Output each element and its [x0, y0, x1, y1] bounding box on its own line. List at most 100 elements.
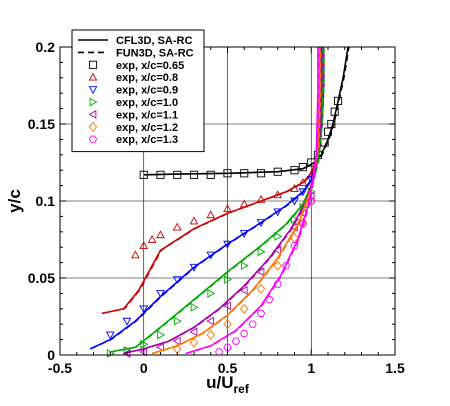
legend-entry: exp, x/c=1.2	[88, 121, 178, 134]
y-tick-label: 0.1	[36, 193, 56, 209]
legend-label: exp, x/c=1.2	[116, 122, 178, 134]
exp-point	[256, 283, 266, 294]
legend-label: exp, x/c=1.1	[116, 109, 178, 121]
exp-point	[155, 342, 164, 352]
exp-point	[273, 208, 283, 217]
exp-point	[256, 169, 266, 178]
exp-point	[334, 96, 343, 105]
legend-label: CFL3D, SA-RC	[116, 35, 192, 47]
exp-point	[290, 242, 299, 250]
exp-point	[239, 285, 248, 295]
legend-label: exp, x/c=0.8	[116, 72, 178, 84]
exp-point	[290, 184, 299, 193]
exp-point	[206, 170, 215, 179]
legend-marker-symbol	[88, 121, 98, 132]
exp-point	[206, 316, 215, 326]
exp-point	[140, 339, 149, 349]
legend-marker-symbol	[88, 72, 98, 81]
exp-point	[239, 199, 249, 208]
legend-label: exp, x/c=0.65	[116, 60, 184, 72]
legend-entry: exp, x/c=0.8	[88, 72, 178, 84]
series-triangle-left	[122, 47, 323, 358]
exp-point	[256, 267, 265, 277]
exp-point	[215, 348, 224, 356]
exp-point	[139, 305, 149, 314]
legend-label: exp, x/c=1.3	[116, 134, 178, 146]
series-layer	[89, 46, 350, 358]
x-tick-label: 1	[307, 360, 315, 376]
legend-marker-symbol	[88, 135, 98, 143]
exp-point	[298, 220, 307, 228]
exp-point	[330, 107, 339, 116]
cfl3d-curve	[185, 47, 319, 355]
exp-point	[189, 263, 199, 272]
exp-point	[256, 309, 266, 317]
exp-point	[156, 290, 165, 298]
exp-point	[156, 230, 165, 239]
exp-point	[223, 240, 232, 249]
exp-point	[231, 337, 240, 345]
exp-point	[327, 119, 336, 129]
exp-point	[222, 301, 231, 311]
legend-entry: exp, x/c=1.3	[88, 134, 178, 146]
y-axis-title: y/c	[5, 189, 24, 213]
legend-marker-symbol	[89, 97, 98, 107]
exp-point	[273, 245, 282, 255]
legend-entry: FUN3D, SA-RC	[78, 47, 194, 59]
exp-point	[147, 234, 157, 243]
exp-point	[273, 280, 282, 288]
exp-point	[248, 320, 257, 328]
exp-point	[273, 167, 282, 176]
exp-point	[223, 204, 232, 213]
exp-point	[223, 319, 232, 330]
legend-entry: exp, x/c=1.0	[89, 97, 178, 109]
exp-point	[256, 219, 266, 228]
exp-point	[206, 251, 216, 260]
exp-point	[223, 169, 232, 178]
exp-point	[189, 337, 199, 348]
y-tick-label: 0	[47, 347, 55, 363]
exp-point	[131, 250, 140, 259]
x-tick-label: 0.5	[218, 360, 238, 376]
legend-label: exp, x/c=1.0	[116, 97, 178, 109]
exp-point	[323, 127, 333, 136]
exp-point	[265, 295, 274, 304]
exp-point	[172, 336, 181, 346]
exp-point	[105, 331, 115, 340]
exp-point	[273, 190, 283, 199]
exp-point	[173, 316, 182, 326]
x-axis-title: u/Uref	[206, 373, 250, 396]
exp-point	[282, 262, 291, 270]
y-tick-label: 0.15	[28, 116, 55, 132]
exp-point	[257, 247, 266, 257]
exp-point	[190, 302, 199, 312]
legend-marker-symbol	[88, 86, 98, 95]
exp-point	[207, 289, 216, 298]
legend-label: exp, x/c=0.9	[116, 85, 178, 97]
exp-point	[298, 188, 308, 197]
exp-point	[139, 241, 149, 249]
exp-point	[290, 166, 299, 175]
legend-entry: exp, x/c=0.65	[88, 60, 184, 72]
exp-point	[189, 216, 199, 225]
exp-point	[172, 222, 182, 231]
exp-point	[122, 317, 132, 326]
exp-point	[240, 303, 249, 314]
x-axis-title-sub: ref	[234, 382, 250, 396]
exp-point	[206, 210, 216, 219]
fun3d-curve	[111, 47, 325, 353]
exp-point	[298, 163, 307, 172]
exp-point	[139, 170, 148, 179]
legend-entry: exp, x/c=1.1	[88, 109, 178, 121]
x-tick-label: -0.5	[48, 360, 72, 376]
exp-point	[240, 329, 249, 338]
exp-point	[307, 197, 316, 205]
exp-point	[298, 177, 308, 186]
exp-point	[173, 170, 182, 179]
exp-point	[172, 276, 182, 285]
exp-point	[240, 169, 249, 178]
legend-marker-symbol	[88, 60, 98, 69]
